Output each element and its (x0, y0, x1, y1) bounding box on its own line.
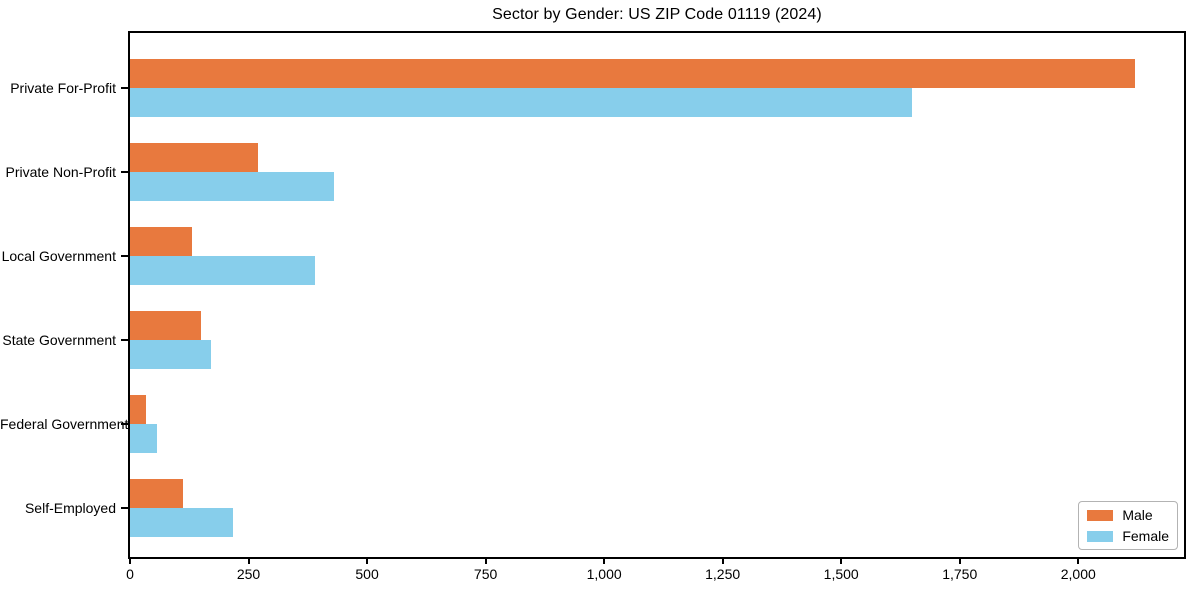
x-tick-label: 750 (473, 566, 498, 582)
bar-female-self-employed (130, 508, 234, 537)
legend-swatch-female (1087, 530, 1114, 542)
legend-entry-female: Female (1087, 529, 1169, 543)
x-tick-label: 500 (355, 566, 379, 582)
y-tick (121, 255, 128, 257)
x-tick (1077, 559, 1080, 564)
x-tick (484, 559, 487, 564)
y-axis-labels: Private For-Profit Private Non-Profit Loca… (0, 0, 128, 600)
legend-label-female: Female (1122, 528, 1169, 544)
x-tick-label: 2,000 (1060, 566, 1096, 582)
y-tick-label: State Government (2, 332, 116, 348)
x-tick (840, 559, 843, 564)
x-tick (721, 559, 724, 564)
x-tick (129, 559, 131, 564)
bar-male-self-employed (130, 479, 184, 508)
x-tick-label: 1,000 (586, 566, 622, 582)
bar-female-private-non-profit (130, 172, 334, 201)
y-tick (121, 423, 128, 425)
bar-male-private-for-profit (130, 59, 1136, 88)
y-tick (121, 87, 128, 89)
x-tick (247, 559, 250, 564)
y-tick-label: Private For-Profit (10, 80, 116, 96)
legend-entry-male: Male (1087, 508, 1169, 522)
legend-swatch-male (1087, 509, 1114, 521)
bar-female-state-government (130, 340, 211, 369)
bar-female-private-for-profit (130, 88, 913, 117)
bar-male-federal-government (130, 395, 147, 424)
x-tick (366, 559, 369, 564)
chart-title: Sector by Gender: US ZIP Code 01119 (202… (492, 6, 822, 23)
x-tick-label: 0 (126, 566, 134, 582)
x-tick-label: 250 (236, 566, 261, 582)
plot-area: 0 250 500 750 1,000 1,250 1,500 1,750 2,000 Male F… (121, 31, 1186, 582)
y-tick-label: Federal Government (0, 416, 129, 432)
x-tick (603, 559, 606, 564)
x-tick-label: 1,500 (823, 566, 859, 582)
y-tick (121, 507, 128, 509)
bar-female-local-government (130, 256, 315, 285)
x-tick-label: 1,250 (705, 566, 741, 582)
bar-female-federal-government (130, 424, 158, 453)
bar-male-private-non-profit (130, 143, 259, 172)
y-tick (121, 171, 128, 173)
legend: Male Female (1078, 501, 1178, 550)
x-tick (958, 559, 961, 564)
y-tick-label: Self-Employed (24, 500, 116, 516)
legend-label-male: Male (1122, 507, 1153, 523)
bar-male-state-government (130, 311, 202, 340)
x-tick-label: 1,750 (942, 566, 978, 582)
bar-male-local-government (130, 227, 192, 256)
y-tick (121, 339, 128, 341)
y-tick-label: Local Government (1, 248, 116, 264)
y-tick-label: Private Non-Profit (5, 164, 116, 180)
